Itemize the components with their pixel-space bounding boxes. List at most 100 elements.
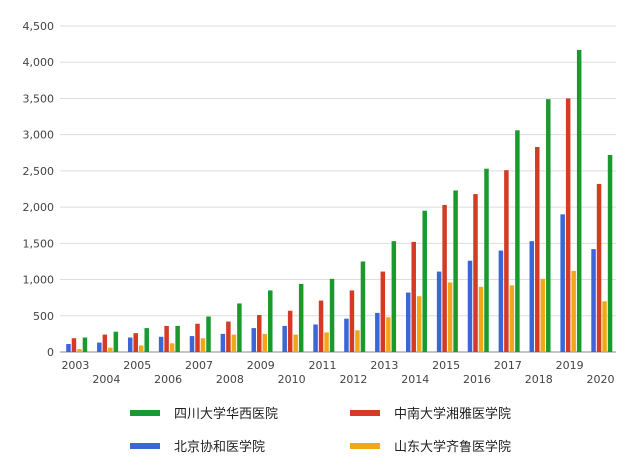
bar-2020-series-0	[591, 249, 596, 352]
legend-swatch	[350, 410, 380, 416]
bar-2004-series-1	[102, 334, 108, 352]
legend-label: 中南大学湘雅医学院	[394, 406, 511, 422]
y-tick-label: 3,500	[23, 92, 55, 105]
bar-2007-series-1	[195, 323, 200, 352]
bar-2016-series-0	[467, 260, 473, 352]
bar-2016-series-3	[484, 168, 489, 352]
x-tick-label: 2018	[525, 373, 553, 386]
bar-2012-series-1	[349, 290, 355, 352]
bar-2019-series-0	[560, 214, 565, 352]
bar-2013-series-1	[380, 271, 386, 352]
bar-2007-series-0	[189, 336, 195, 352]
bar-2004-series-0	[97, 342, 102, 352]
bar-2020-series-2	[602, 301, 607, 352]
bar-2017-series-1	[504, 170, 509, 352]
bar-2012-series-2	[355, 330, 360, 352]
bar-2004-series-3	[113, 331, 119, 352]
bar-2019-series-1	[565, 98, 571, 352]
bar-2005-series-3	[144, 328, 149, 352]
bar-2004-series-2	[108, 347, 113, 352]
x-tick-label: 2005	[123, 359, 151, 372]
bar-2014-series-3	[422, 210, 427, 352]
bar-2014-series-0	[405, 292, 411, 352]
bar-2016-series-2	[478, 286, 484, 352]
bar-2008-series-1	[226, 321, 231, 352]
y-tick-label: 3,000	[23, 129, 55, 142]
bar-2005-series-0	[127, 337, 133, 352]
bars	[66, 49, 613, 353]
legend-swatch	[130, 443, 160, 449]
bar-2007-series-3	[206, 316, 211, 352]
x-tick-label: 2003	[61, 359, 89, 372]
bar-2015-series-0	[436, 271, 442, 352]
y-tick-label: 500	[33, 310, 54, 323]
bar-2010-series-2	[293, 334, 298, 352]
bar-2011-series-3	[329, 278, 335, 352]
legend-label: 山东大学齐鲁医学院	[394, 439, 511, 455]
x-tick-label: 2010	[278, 373, 306, 386]
y-tick-label: 1,500	[23, 237, 55, 250]
legend-swatch	[130, 410, 160, 416]
bar-2017-series-3	[515, 130, 520, 352]
bar-2014-series-2	[416, 296, 422, 352]
x-tick-label: 2017	[494, 359, 522, 372]
bar-2003-series-0	[66, 344, 71, 352]
bar-2020-series-1	[596, 183, 602, 352]
bar-2003-series-2	[77, 349, 82, 352]
bar-2003-series-3	[82, 337, 88, 352]
x-tick-label: 2020	[587, 373, 615, 386]
bar-2010-series-0	[282, 325, 287, 352]
bar-2011-series-0	[313, 324, 318, 352]
bar-2009-series-1	[257, 315, 262, 352]
bar-2005-series-2	[138, 345, 144, 352]
x-tick-label: 2011	[309, 359, 337, 372]
bar-2012-series-3	[360, 261, 366, 352]
bar-2018-series-0	[529, 241, 535, 352]
y-tick-label: 4,000	[23, 56, 55, 69]
grid-lines	[60, 25, 616, 353]
x-tick-label: 2013	[370, 359, 398, 372]
bar-2020-series-3	[607, 154, 613, 352]
bar-2012-series-0	[344, 318, 349, 352]
bar-2018-series-2	[540, 278, 546, 352]
x-tick-label: 2015	[432, 359, 460, 372]
x-tick-label: 2007	[185, 359, 213, 372]
bar-2015-series-1	[442, 204, 447, 352]
bar-2006-series-3	[175, 325, 180, 352]
y-tick-label: 1,000	[23, 274, 55, 287]
x-tick-label: 2009	[247, 359, 275, 372]
y-tick-label: 2,000	[23, 201, 55, 214]
bar-2014-series-1	[411, 241, 416, 352]
y-tick-label: 2,500	[23, 165, 55, 178]
bar-2008-series-3	[237, 303, 242, 352]
bar-2005-series-1	[133, 333, 138, 352]
bar-2013-series-2	[386, 317, 391, 352]
x-tick-label: 2019	[556, 359, 584, 372]
bar-2003-series-1	[71, 338, 77, 352]
bar-2017-series-0	[498, 250, 504, 352]
x-tick-label: 2012	[339, 373, 367, 386]
bar-2011-series-2	[324, 332, 329, 352]
y-tick-label: 0	[47, 346, 54, 359]
bar-2016-series-1	[473, 194, 478, 352]
bar-2007-series-2	[200, 338, 206, 352]
bar-2009-series-0	[251, 328, 257, 352]
legend-label: 四川大学华西医院	[174, 406, 278, 422]
x-tick-label: 2008	[216, 373, 244, 386]
bar-2015-series-3	[453, 190, 458, 352]
bar-2013-series-0	[375, 312, 380, 352]
y-tick-label: 4,500	[23, 20, 55, 33]
bar-2015-series-2	[447, 282, 453, 352]
x-tick-label: 2006	[154, 373, 182, 386]
bar-2008-series-2	[231, 334, 237, 352]
bar-2018-series-1	[535, 146, 540, 352]
x-tick-label: 2004	[92, 373, 120, 386]
bar-2006-series-2	[169, 343, 175, 352]
bar-2013-series-3	[391, 241, 397, 352]
bar-2008-series-0	[220, 333, 226, 352]
bar-2010-series-3	[298, 283, 304, 352]
legend-swatch	[350, 443, 380, 449]
